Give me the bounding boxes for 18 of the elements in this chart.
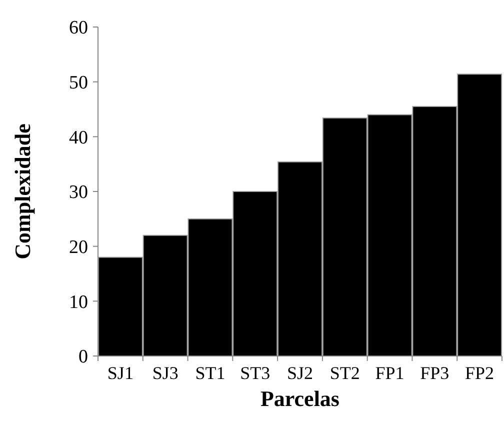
y-tick-label: 30 [69,182,88,204]
y-tick-label: 60 [69,18,88,39]
y-tick-label: 40 [69,127,88,148]
x-tick-label: SJ1 [107,363,134,383]
x-tick-label: FP2 [465,363,494,383]
y-tick-label: 50 [69,72,88,94]
x-tick-label: ST1 [195,363,226,383]
x-tick-label: SJ2 [286,363,314,383]
x-axis-title: Parcelas [260,386,340,411]
x-tick-label: ST3 [240,363,270,383]
x-tick-label: FP3 [420,363,450,383]
y-tick-label: 0 [78,346,88,368]
x-tick-label: SJ3 [152,363,178,383]
y-tick-label: 10 [69,292,88,313]
y-tick-label: 20 [69,236,88,258]
x-tick-label: ST2 [330,363,360,383]
x-tick-label: FP1 [375,363,404,383]
y-axis-title: Complexidade [10,123,35,260]
